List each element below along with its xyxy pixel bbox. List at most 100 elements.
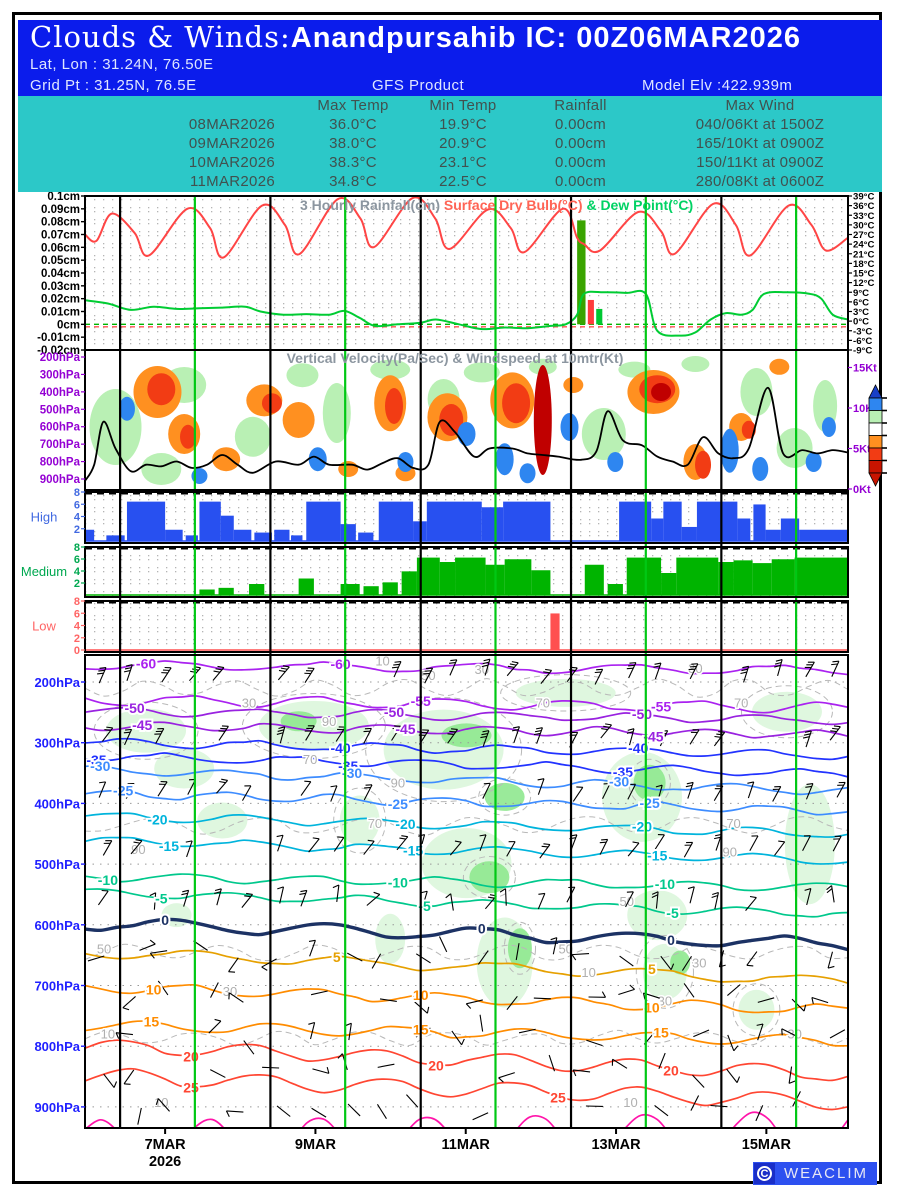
svg-text:8: 8 <box>74 596 80 608</box>
grid-point: Grid Pt : 31.25N, 76.5E <box>30 77 197 94</box>
vv-blob <box>370 359 411 380</box>
svg-text:6: 6 <box>74 554 80 566</box>
rh-label: 10 <box>623 1095 637 1110</box>
contour-label: 10 <box>146 982 162 998</box>
page-title: Clouds & Winds:Anandpursahib IC: 00Z06MA… <box>30 22 882 54</box>
svg-text:0.04cm: 0.04cm <box>41 268 80 280</box>
contour-label: -45 <box>395 721 415 737</box>
wind-barb <box>711 891 719 910</box>
svg-text:18°C: 18°C <box>853 259 875 270</box>
vv-blob <box>180 424 197 449</box>
contour-label: 20 <box>183 1048 199 1064</box>
rain-bar <box>587 299 594 325</box>
wind-barb <box>627 841 640 857</box>
wind-barb <box>149 892 157 910</box>
wind-barb <box>276 726 286 744</box>
svg-text:27°C: 27°C <box>853 230 875 241</box>
wind-barb <box>122 996 136 1011</box>
wind-barb <box>827 951 835 969</box>
wind-barb <box>333 836 345 852</box>
panel2-title: Vertical Velocity(Pa/Sec) & Windspeed at… <box>287 350 624 366</box>
vv-blob <box>695 450 712 479</box>
cloud-bar <box>165 529 183 541</box>
lat-lon-line: Lat, Lon : 31.24N, 76.50E <box>30 56 214 73</box>
wind-barb <box>658 1052 666 1070</box>
svg-text:8: 8 <box>74 542 80 554</box>
vv-blob <box>322 383 351 443</box>
svg-text:400hPa: 400hPa <box>40 387 81 399</box>
windspeed-line <box>85 386 848 482</box>
svg-text:200hPa: 200hPa <box>40 352 81 364</box>
contour-label: -30 <box>609 773 629 789</box>
wind-barb <box>683 983 695 998</box>
wind-barb <box>241 892 253 908</box>
rain-temp-dew-panel <box>85 196 848 337</box>
wind-barb <box>594 668 604 685</box>
cloud-bar <box>794 557 848 595</box>
title-prefix: Clouds & Winds: <box>30 20 291 54</box>
wind-barb <box>449 840 462 856</box>
forecast-table: Max Temp Min Temp Rainfall Max Wind 08MA… <box>18 96 882 192</box>
wind-barb <box>363 727 372 744</box>
cloud-bar <box>340 524 356 541</box>
cloud-bar <box>651 518 664 541</box>
cloud-bar <box>85 529 95 541</box>
wind-barb <box>572 786 584 802</box>
wind-barb <box>423 667 434 684</box>
contour-label: 25 <box>183 1080 199 1096</box>
svg-text:24°C: 24°C <box>853 240 875 251</box>
contour-label: -35 <box>338 758 358 774</box>
cloud-bar <box>382 582 398 595</box>
wind-barb <box>161 666 172 683</box>
wind-barb <box>710 1104 728 1108</box>
col-rainfall: Rainfall <box>554 97 607 114</box>
product-label: GFS Product <box>372 77 465 94</box>
wind-barb <box>214 888 222 906</box>
cloud-bar <box>737 518 751 541</box>
x-axis-label: 11MAR <box>442 1137 491 1153</box>
wind-barb <box>689 729 700 745</box>
wind-barb <box>540 668 553 684</box>
contour-label: -20 <box>632 818 652 834</box>
wind-barb <box>376 1104 387 1120</box>
wind-barb <box>802 730 812 748</box>
rh-shading <box>627 890 688 941</box>
table-row: 08MAR2026 36.0°C 19.9°C 0.00cm 040/06Kt … <box>188 116 825 133</box>
svg-text:0.01cm: 0.01cm <box>41 307 80 319</box>
vertical-velocity-panel <box>85 356 848 485</box>
svg-text:5Kt: 5Kt <box>853 444 871 456</box>
wind-barb <box>208 1018 222 1034</box>
wind-barb <box>506 995 518 1011</box>
wind-barb <box>300 780 312 796</box>
cloud-bar <box>416 557 440 595</box>
rh-shading <box>670 950 691 975</box>
svg-text:2: 2 <box>74 524 80 536</box>
cloud-bar <box>481 507 504 541</box>
wind-barb <box>831 660 840 677</box>
wind-barb <box>98 781 107 798</box>
contour-label: -50 <box>384 704 404 720</box>
svg-text:-0.02cm: -0.02cm <box>37 345 80 357</box>
svg-text:0.09cm: 0.09cm <box>41 204 80 216</box>
wind-barb <box>685 781 694 799</box>
svg-text:36°C: 36°C <box>853 201 875 212</box>
contour-label: 10 <box>644 999 660 1015</box>
rh-label: 50 <box>619 894 633 909</box>
svg-text:30°C: 30°C <box>853 220 875 231</box>
wind-barb <box>602 782 611 799</box>
wind-barb <box>225 1110 244 1117</box>
cloud-bar <box>503 501 551 541</box>
vv-blob <box>740 368 773 416</box>
wind-barb <box>139 939 156 951</box>
wind-barb <box>804 888 812 906</box>
model-elevation: Model Elv :422.939m <box>642 77 793 94</box>
svg-text:0.03cm: 0.03cm <box>41 281 80 293</box>
wind-barb <box>625 891 634 908</box>
wind-barb <box>449 659 458 676</box>
grid-line: Grid Pt : 31.25N, 76.5E GFS Product Mode… <box>30 75 882 96</box>
wind-barb <box>727 1034 739 1052</box>
wind-barb <box>87 955 105 962</box>
vv-blob <box>560 413 579 441</box>
vv-blob <box>338 461 359 477</box>
rh-shading <box>154 748 215 789</box>
